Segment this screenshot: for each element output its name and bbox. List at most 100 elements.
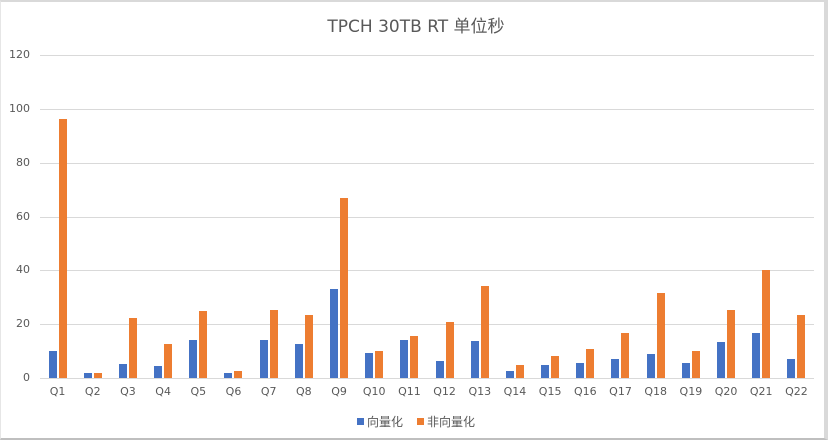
legend-item: 向量化 bbox=[356, 413, 403, 430]
bar-vectorized bbox=[48, 351, 57, 378]
x-tick-label: Q16 bbox=[573, 385, 597, 398]
bar-vectorized bbox=[541, 365, 550, 378]
gridline bbox=[40, 162, 814, 164]
bar-non-vectorized bbox=[586, 348, 595, 378]
bar-non-vectorized bbox=[164, 344, 173, 378]
x-tick-label: Q15 bbox=[538, 385, 562, 398]
bar-non-vectorized bbox=[621, 333, 630, 378]
bar-non-vectorized bbox=[410, 336, 419, 378]
category-group bbox=[533, 55, 568, 378]
category-group bbox=[357, 55, 392, 378]
x-tick-label: Q6 bbox=[225, 385, 242, 398]
category-group bbox=[603, 55, 638, 378]
gridline bbox=[40, 324, 814, 326]
bar-non-vectorized bbox=[797, 315, 806, 378]
legend-label: 非向量化 bbox=[427, 415, 476, 429]
x-tick-label: Q4 bbox=[155, 385, 171, 398]
y-tick-label: 80 bbox=[16, 155, 30, 169]
legend-item: 非向量化 bbox=[417, 413, 475, 430]
bar-non-vectorized bbox=[58, 118, 67, 378]
gridline bbox=[40, 216, 814, 218]
bar-non-vectorized bbox=[340, 197, 349, 378]
bar-non-vectorized bbox=[269, 310, 278, 378]
category-group bbox=[462, 55, 497, 378]
x-tick-label: Q18 bbox=[644, 385, 667, 398]
bar-non-vectorized bbox=[93, 373, 102, 378]
x-tick-label: Q7 bbox=[260, 385, 277, 398]
category-group bbox=[40, 55, 75, 378]
bar-vectorized bbox=[717, 342, 726, 378]
x-tick-label: Q14 bbox=[503, 385, 527, 398]
bar-vectorized bbox=[681, 362, 690, 378]
category-group bbox=[779, 55, 814, 378]
y-tick-label: 60 bbox=[16, 209, 30, 223]
legend-swatch-icon bbox=[356, 418, 364, 425]
x-tick-label: Q9 bbox=[331, 385, 347, 398]
y-tick-label: 0 bbox=[23, 371, 30, 384]
category-group bbox=[497, 55, 532, 378]
bar-vectorized bbox=[224, 372, 233, 378]
bar-vectorized bbox=[83, 373, 92, 378]
bar-non-vectorized bbox=[551, 356, 560, 378]
x-tick-label: Q21 bbox=[749, 385, 773, 398]
bar-vectorized bbox=[576, 363, 585, 378]
bar-non-vectorized bbox=[375, 351, 384, 378]
x-tick-label: Q2 bbox=[84, 385, 101, 398]
legend-label: 向量化 bbox=[366, 415, 403, 429]
bar-vectorized bbox=[611, 359, 620, 378]
x-tick-label: Q17 bbox=[609, 385, 632, 398]
x-tick-label: Q12 bbox=[433, 385, 456, 398]
x-tick-label: Q22 bbox=[785, 385, 808, 398]
bar-non-vectorized bbox=[199, 310, 208, 378]
x-tick-label: Q5 bbox=[190, 385, 207, 398]
plot-area bbox=[40, 55, 814, 379]
category-group bbox=[216, 55, 251, 378]
legend-swatch-icon bbox=[417, 418, 424, 425]
bar-non-vectorized bbox=[691, 350, 700, 378]
bar-non-vectorized bbox=[234, 370, 243, 378]
bar-vectorized bbox=[154, 366, 163, 378]
bar-vectorized bbox=[330, 289, 339, 378]
bar-vectorized bbox=[435, 361, 444, 378]
y-tick-label: 40 bbox=[16, 263, 30, 277]
category-group bbox=[181, 55, 216, 378]
x-tick-label: Q10 bbox=[362, 385, 386, 398]
category-group bbox=[427, 55, 462, 378]
category-group bbox=[146, 55, 181, 378]
bar-non-vectorized bbox=[656, 292, 665, 378]
legend: 向量化 非向量化 bbox=[0, 413, 832, 430]
category-group bbox=[638, 55, 673, 378]
gridline bbox=[40, 270, 814, 272]
bar-vectorized bbox=[189, 339, 198, 378]
bar-non-vectorized bbox=[515, 365, 524, 378]
x-tick-label: Q11 bbox=[398, 385, 421, 398]
bar-non-vectorized bbox=[727, 310, 736, 378]
y-tick-label: 100 bbox=[9, 101, 30, 115]
bar-non-vectorized bbox=[128, 317, 137, 378]
category-group bbox=[251, 55, 286, 378]
bar-vectorized bbox=[505, 370, 514, 378]
y-tick-label: 120 bbox=[9, 48, 30, 61]
category-group bbox=[708, 55, 743, 378]
category-group bbox=[321, 55, 356, 378]
bar-vectorized bbox=[294, 343, 303, 378]
bar-non-vectorized bbox=[304, 314, 313, 378]
category-group bbox=[568, 55, 603, 378]
bar-vectorized bbox=[787, 359, 796, 378]
category-group bbox=[392, 55, 427, 378]
bar-vectorized bbox=[259, 339, 268, 378]
x-tick-label: Q1 bbox=[49, 385, 66, 398]
x-tick-label: Q20 bbox=[714, 385, 738, 398]
y-tick-label: 20 bbox=[16, 317, 30, 331]
x-tick-label: Q19 bbox=[679, 385, 703, 398]
gridline bbox=[40, 108, 814, 110]
bar-non-vectorized bbox=[445, 322, 454, 378]
bar-non-vectorized bbox=[480, 286, 489, 378]
x-tick-label: Q8 bbox=[296, 385, 312, 398]
category-group bbox=[744, 55, 779, 378]
x-tick-label: Q13 bbox=[468, 385, 492, 398]
x-tick-label: Q3 bbox=[120, 385, 136, 398]
bar-vectorized bbox=[752, 332, 761, 378]
category-group bbox=[673, 55, 708, 378]
bar-vectorized bbox=[646, 354, 655, 378]
